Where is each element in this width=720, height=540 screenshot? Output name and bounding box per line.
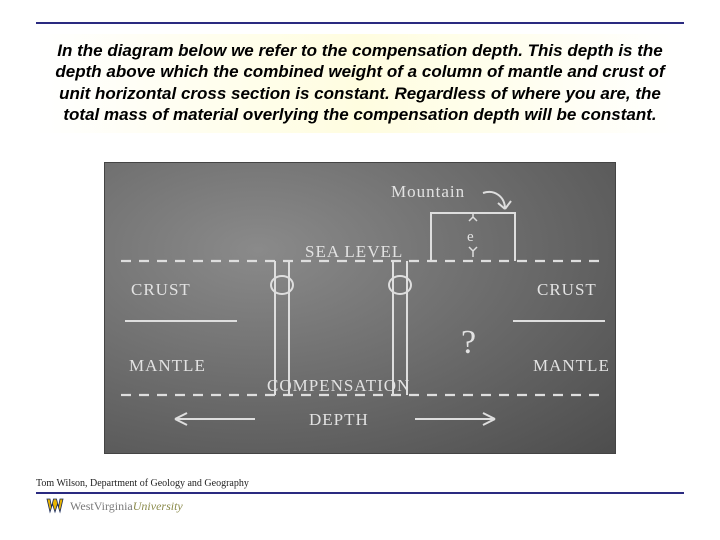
arrow-right (415, 413, 495, 425)
top-rule (36, 22, 684, 24)
label-crust-left: CRUST (131, 280, 191, 299)
e-arrow-up (469, 213, 477, 221)
label-mountain: Mountain (391, 182, 465, 201)
header-text: In the diagram below we refer to the com… (46, 40, 674, 125)
wvu-logo: WestVirginiaUniversity (36, 498, 684, 514)
arrow-left (175, 413, 255, 425)
label-e: e (467, 229, 475, 245)
wvu-text-2: University (133, 499, 183, 513)
credit-line: Tom Wilson, Department of Geology and Ge… (36, 478, 684, 489)
wvu-text: WestVirginiaUniversity (70, 499, 183, 514)
label-sea-level: SEA LEVEL (305, 242, 403, 261)
label-depth: DEPTH (309, 410, 369, 429)
bottom-rule (36, 492, 684, 494)
label-mantle-left: MANTLE (129, 356, 206, 375)
wvu-mark-icon (46, 498, 64, 514)
header-block: In the diagram below we refer to the com… (36, 34, 684, 133)
question-mark: ? (461, 324, 477, 361)
chalkboard-diagram: ? Mountain e SEA LEVEL CRUST CRUST MANTL… (104, 162, 616, 454)
label-compensation: COMPENSATION (267, 376, 410, 395)
e-arrow-dn (469, 247, 477, 257)
diagram-svg: ? Mountain e SEA LEVEL CRUST CRUST MANTL… (105, 163, 617, 455)
label-mantle-right: MANTLE (533, 356, 610, 375)
label-crust-right: CRUST (537, 280, 597, 299)
wvu-text-1: WestVirginia (70, 499, 133, 513)
footer: Tom Wilson, Department of Geology and Ge… (36, 478, 684, 514)
